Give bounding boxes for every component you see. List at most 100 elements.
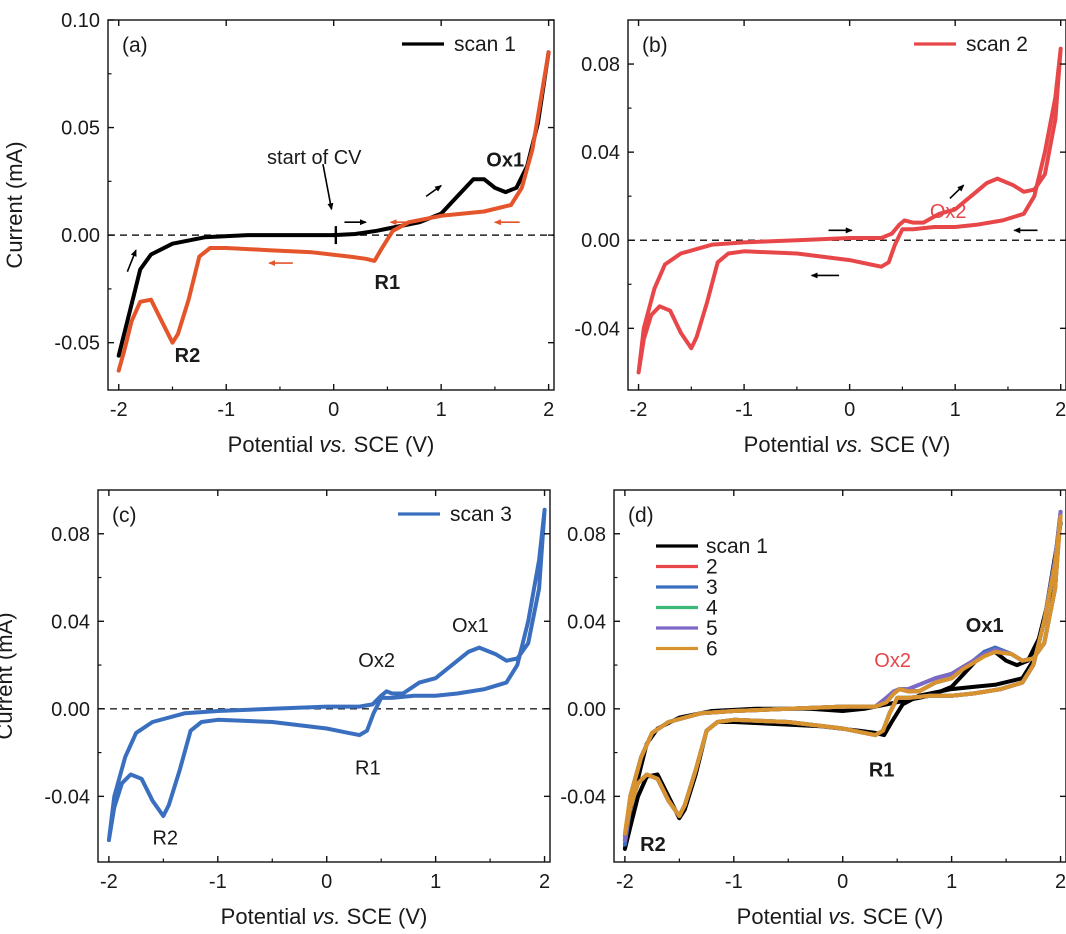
panel-label: (d): [628, 504, 654, 527]
y-axis-title: Current (mA): [0, 612, 17, 739]
y-tick-label: 0.05: [61, 118, 100, 140]
x-tick-label: -1: [725, 871, 743, 893]
x-axis-title-italic: vs.: [828, 904, 856, 929]
x-axis-title-pre: Potential: [737, 904, 829, 929]
series-line-scan-1: [116, 233, 336, 358]
series-line-scan-1: [331, 50, 551, 238]
y-tick-label: 0.08: [567, 524, 606, 546]
legend-label: scan 1: [706, 535, 768, 558]
panel-b: -2 -1 0 1 2 -0.04 0.00 0.04 0.08 Potential vs. SC…: [574, 19, 1066, 457]
x-tick-label: 2: [1055, 399, 1066, 421]
y-tick-label: -0.04: [44, 786, 90, 808]
annotation-r1: R1: [869, 760, 895, 782]
x-axis-title-italic: vs.: [319, 432, 347, 457]
y-tick-label: -0.05: [54, 333, 100, 355]
x-tick-label: 1: [950, 399, 961, 421]
annotation-ox2: Ox2: [358, 650, 395, 672]
x-tick-label: 1: [436, 399, 447, 421]
annotation-r2: R2: [175, 345, 201, 367]
y-axis-title: Current (mA): [2, 141, 27, 268]
y-tick-label: 0.00: [567, 699, 606, 721]
x-axis-title-post: SCE (V): [864, 432, 951, 457]
annotation-r1: R1: [375, 272, 401, 294]
series-line-scan-1: [116, 50, 551, 373]
series-line-6: [622, 514, 1063, 836]
direction-arrow-icon: [126, 249, 137, 272]
x-tick-label: -2: [110, 399, 128, 421]
y-tick-label: 0.08: [51, 524, 90, 546]
x-tick-label: 2: [539, 871, 550, 893]
annotation-r2: R2: [152, 827, 178, 849]
x-tick-label: 1: [946, 871, 957, 893]
legend-label: scan 1: [454, 33, 516, 56]
legend-label: scan 2: [966, 33, 1028, 56]
y-tick-label: 0.00: [61, 225, 100, 247]
x-axis-title: Potential vs. SCE (V): [228, 432, 435, 457]
x-tick-label: 1: [430, 871, 441, 893]
legend-label: 5: [706, 617, 718, 640]
panel-label: (b): [642, 34, 668, 57]
annotation-ox1: Ox1: [452, 615, 489, 637]
x-tick-label: -2: [100, 871, 118, 893]
direction-arrow-icon: [425, 184, 442, 198]
legend-label: 2: [706, 556, 718, 579]
x-axis-title-pre: Potential: [228, 432, 320, 457]
panel-a: -2 -1 0 1 2 -0.05 0.00 0.05 0.10 Potential vs. SC…: [2, 10, 555, 457]
plot-frame: [627, 19, 1066, 391]
y-tick-label: -0.04: [574, 318, 620, 340]
panel-label: (c): [112, 504, 137, 527]
direction-arrow-icon: [322, 163, 334, 211]
x-tick-label: -1: [217, 399, 235, 421]
x-axis-title: Potential vs. SCE (V): [744, 432, 951, 457]
legend-label: scan 3: [450, 503, 512, 526]
y-tick-label: 0.04: [51, 611, 90, 633]
annotation-start-of-cv: start of CV: [267, 147, 362, 169]
x-axis-title-post: SCE (V): [341, 904, 428, 929]
annotation-ox2: Ox2: [874, 650, 911, 672]
series-line-scan-3: [106, 507, 547, 843]
x-tick-label: 2: [543, 399, 554, 421]
plot-frame: [107, 19, 555, 391]
y-tick-label: 0.04: [567, 611, 606, 633]
x-axis-title: Potential vs. SCE (V): [221, 904, 428, 929]
legend-label: 4: [706, 597, 718, 620]
annotation-ox1: Ox1: [486, 149, 524, 171]
x-tick-label: 0: [837, 871, 848, 893]
plot-frame: [613, 489, 1066, 863]
x-tick-label: 0: [321, 871, 332, 893]
y-tick-label: 0.08: [581, 54, 620, 76]
x-tick-label: -1: [735, 399, 753, 421]
y-tick-label: -0.04: [560, 786, 606, 808]
panel-d: -2 -1 0 1 2 -0.04 0.00 0.04 0.08 Potential vs. SC…: [560, 489, 1066, 929]
x-tick-label: 2: [1055, 871, 1066, 893]
x-tick-label: -1: [209, 871, 227, 893]
series-line-scan-2: [636, 46, 1063, 375]
x-axis-title-post: SCE (V): [348, 432, 435, 457]
plot-frame: [97, 489, 551, 863]
annotation-r2: R2: [640, 834, 666, 856]
x-tick-label: -2: [616, 871, 634, 893]
y-tick-label: 0.10: [61, 10, 100, 32]
y-tick-label: 0.00: [51, 699, 90, 721]
x-axis-title-italic: vs.: [312, 904, 340, 929]
legend-label: 6: [706, 638, 718, 661]
panel-label: (a): [122, 34, 148, 57]
x-axis-title-post: SCE (V): [857, 904, 944, 929]
legend-label: 3: [706, 576, 718, 599]
x-tick-label: -2: [630, 399, 648, 421]
x-axis-title-pre: Potential: [221, 904, 313, 929]
x-tick-label: 0: [328, 399, 339, 421]
x-axis-title-italic: vs.: [835, 432, 863, 457]
annotation-r1: R1: [355, 757, 381, 779]
annotation-ox1: Ox1: [966, 615, 1004, 637]
x-axis-title-pre: Potential: [744, 432, 836, 457]
y-tick-label: 0.04: [581, 142, 620, 164]
direction-arrow-icon: [949, 184, 965, 199]
series-line-scan-1: [622, 520, 1063, 851]
x-tick-label: 0: [844, 399, 855, 421]
y-tick-label: 0.00: [581, 230, 620, 252]
panel-c: -2 -1 0 1 2 -0.04 0.00 0.04 0.08 Potential vs. SC…: [0, 489, 551, 929]
x-axis-title: Potential vs. SCE (V): [737, 904, 944, 929]
annotation-ox2: Ox2: [930, 201, 967, 223]
